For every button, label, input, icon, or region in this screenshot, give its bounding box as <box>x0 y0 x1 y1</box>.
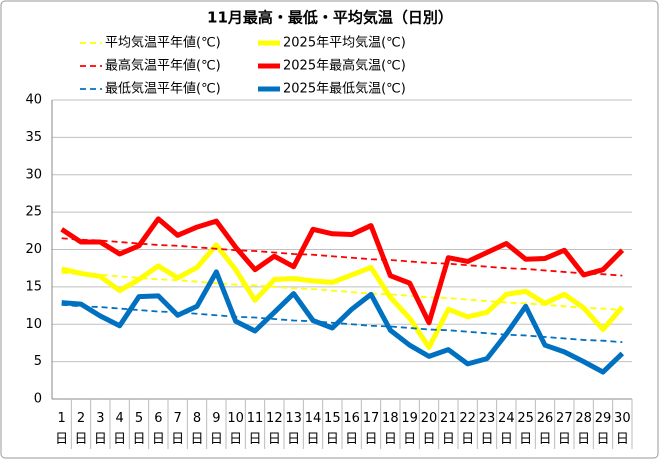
y-tick-label: 5 <box>34 354 42 369</box>
y-tick-label: 40 <box>25 93 42 108</box>
x-tick-label: 10 日 <box>227 411 244 447</box>
legend-label: 2025年最高気温(℃) <box>283 58 406 74</box>
y-tick-label: 30 <box>25 167 42 182</box>
x-tick-label: 15 日 <box>324 411 341 447</box>
series-line <box>61 271 623 311</box>
legend-label: 2025年平均気温(℃) <box>283 35 406 51</box>
x-tick-label: 14 日 <box>305 411 322 447</box>
legend-label: 平均気温平年値(℃) <box>105 35 221 51</box>
x-tick-label: 19 日 <box>401 411 418 447</box>
x-tick-label: 20 日 <box>421 411 438 447</box>
x-tick-label: 18 日 <box>382 411 399 447</box>
x-tick-label: 27 日 <box>556 411 573 447</box>
x-tick-label: 16 日 <box>343 411 360 447</box>
x-tick-label: 26 日 <box>537 411 554 447</box>
series-line <box>61 237 623 277</box>
y-tick-label: 10 <box>25 317 42 332</box>
legend-label: 最低気温平年値(℃) <box>105 81 221 97</box>
x-tick-label: 22 日 <box>459 411 476 447</box>
x-tick-label: 12 日 <box>266 411 283 447</box>
x-tick-label: 24 日 <box>498 411 515 447</box>
legend-label: 最高気温平年値(℃) <box>105 58 221 74</box>
x-tick-label: 23 日 <box>479 411 496 447</box>
y-tick-label: 20 <box>25 242 42 257</box>
x-tick-label: 17 日 <box>363 411 380 447</box>
y-tick-label: 0 <box>34 392 42 407</box>
x-tick-label: 11 日 <box>247 411 264 447</box>
series-line <box>61 269 625 375</box>
y-tick-label: 25 <box>25 205 42 220</box>
series-line <box>61 242 625 350</box>
series-line <box>61 303 623 344</box>
x-tick-label: 28 日 <box>575 411 592 447</box>
legend-label: 2025年最低気温(℃) <box>283 81 406 97</box>
x-tick-label: 29 日 <box>595 411 612 447</box>
x-tick-label: 25 日 <box>517 411 534 447</box>
x-tick-label: 21 日 <box>440 411 457 447</box>
y-tick-label: 35 <box>25 130 42 145</box>
series-line <box>60 216 625 326</box>
x-tick-label: 13 日 <box>285 411 302 447</box>
chart-title: 11月最高・最低・平均気温（日別） <box>207 9 453 27</box>
y-tick-label: 15 <box>25 279 42 294</box>
x-tick-label: 30 日 <box>614 411 631 447</box>
